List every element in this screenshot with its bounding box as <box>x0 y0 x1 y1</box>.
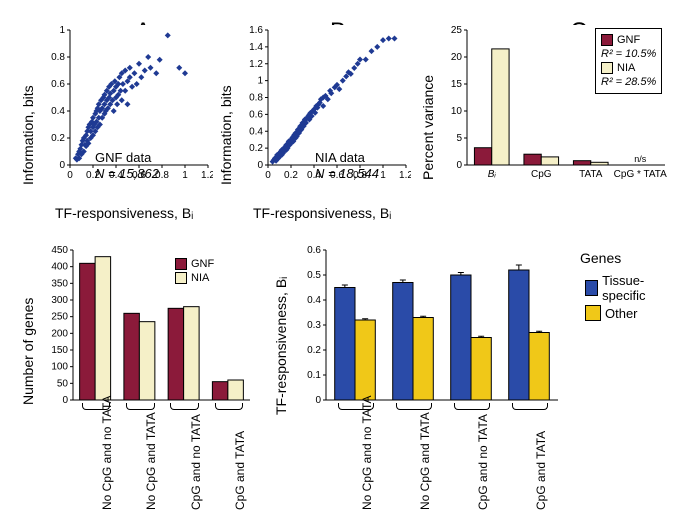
svg-text:200: 200 <box>51 328 68 339</box>
legend-gnf: GNF <box>617 34 640 46</box>
svg-text:0: 0 <box>265 170 271 181</box>
svg-text:350: 350 <box>51 278 68 289</box>
svg-text:0: 0 <box>59 160 65 171</box>
svg-text:0.3: 0.3 <box>307 320 321 331</box>
category-label: No CpG and TATA <box>418 412 432 510</box>
panel-d-ylabel: Number of genes <box>20 298 36 405</box>
legend-swatch-nia <box>601 62 613 74</box>
svg-text:1: 1 <box>59 25 65 36</box>
panel-e-bars: 0 0.1 0.2 0.3 0.4 0.5 0.6 <box>298 245 563 405</box>
legend-e-swatch-other <box>585 305 601 321</box>
svg-text:0: 0 <box>62 395 68 405</box>
svg-text:20: 20 <box>451 52 463 63</box>
panel-e-ylabel: TF-responsiveness, Bᵢ <box>273 277 289 415</box>
svg-text:0.2: 0.2 <box>307 345 321 356</box>
svg-text:250: 250 <box>51 312 68 323</box>
svg-text:100: 100 <box>51 362 68 373</box>
panel-b-title2: N = 18,544 <box>315 166 379 181</box>
svg-text:0.4: 0.4 <box>51 106 65 117</box>
svg-text:10: 10 <box>451 106 463 117</box>
category-label: No CpG and TATA <box>144 412 158 510</box>
legend-r2-nia: R² = 28.5% <box>601 76 656 88</box>
legend-d-swatch-gnf <box>175 258 187 270</box>
panel-a-ylabel: Information, bits <box>20 85 36 185</box>
svg-text:0.6: 0.6 <box>51 79 65 90</box>
svg-text:TATA: TATA <box>579 169 603 180</box>
svg-text:0.2: 0.2 <box>284 170 298 181</box>
svg-text:0.4: 0.4 <box>307 295 321 306</box>
legend-d-swatch-nia <box>175 272 187 284</box>
panel-b-ylabel: Information, bits <box>218 85 234 185</box>
panel-a-xlabel: TF-responsiveness, Bᵢ <box>55 205 193 221</box>
svg-text:1: 1 <box>182 170 188 181</box>
svg-text:1.2: 1.2 <box>399 170 411 181</box>
panel-e-legend-title: Genes <box>580 250 621 266</box>
svg-text:0: 0 <box>67 170 73 181</box>
svg-text:1.4: 1.4 <box>249 42 263 53</box>
category-label: No CpG and no TATA <box>360 396 374 511</box>
legend-d-nia: NIA <box>191 272 209 284</box>
svg-text:150: 150 <box>51 345 68 356</box>
panel-c-legend: GNF R² = 10.5% NIA R² = 28.5% <box>595 28 662 94</box>
legend-d-gnf: GNF <box>191 258 214 270</box>
category-label: CpG and TATA <box>233 431 247 510</box>
svg-text:1.2: 1.2 <box>201 170 213 181</box>
legend-e-other: Other <box>605 306 638 321</box>
category-label: CpG and no TATA <box>476 414 490 510</box>
svg-text:0: 0 <box>257 160 263 171</box>
svg-text:400: 400 <box>51 262 68 273</box>
svg-text:CpG * TATA: CpG * TATA <box>614 169 667 180</box>
svg-text:0.8: 0.8 <box>249 93 263 104</box>
brace-icon <box>396 403 433 410</box>
svg-text:0.8: 0.8 <box>51 52 65 63</box>
svg-text:300: 300 <box>51 295 68 306</box>
category-label: CpG and TATA <box>534 431 548 510</box>
svg-text:CpG: CpG <box>531 169 552 180</box>
panel-a-title1: GNF data <box>95 150 151 165</box>
svg-text:0.2: 0.2 <box>249 143 263 154</box>
svg-text:1: 1 <box>257 76 263 87</box>
category-label: CpG and no TATA <box>189 414 203 510</box>
brace-icon <box>82 403 111 410</box>
panel-e-legend: Tissue-specific Other <box>580 268 675 326</box>
legend-e-swatch-ts <box>585 280 598 296</box>
legend-r2-gnf: R² = 10.5% <box>601 48 656 60</box>
legend-nia: NIA <box>617 62 635 74</box>
category-label: No CpG and no TATA <box>100 396 114 511</box>
figure-root: A Information, bits 00.20.40.60.811.200.… <box>10 10 675 512</box>
svg-text:1: 1 <box>380 170 386 181</box>
svg-text:1.2: 1.2 <box>249 59 263 70</box>
svg-text:1.6: 1.6 <box>249 25 263 36</box>
svg-text:n/s: n/s <box>634 154 647 164</box>
svg-text:0: 0 <box>456 160 462 171</box>
brace-icon <box>215 403 244 410</box>
panel-d-bars: 0 50 100 150 200 250 300 350 400 450 <box>45 245 255 405</box>
panel-a-title2: N = 15,862 <box>95 166 159 181</box>
svg-text:Bᵢ: Bᵢ <box>488 169 497 180</box>
svg-text:0.1: 0.1 <box>307 370 321 381</box>
brace-icon <box>126 403 155 410</box>
panel-c-ylabel: Percent variance <box>420 75 436 180</box>
svg-text:25: 25 <box>451 25 463 36</box>
svg-text:15: 15 <box>451 79 463 90</box>
svg-text:0.5: 0.5 <box>307 270 321 281</box>
svg-text:0.6: 0.6 <box>249 109 263 120</box>
panel-d-legend: GNF NIA <box>170 253 219 289</box>
panel-b-title1: NIA data <box>315 150 365 165</box>
svg-text:0: 0 <box>315 395 321 405</box>
legend-e-ts: Tissue-specific <box>602 273 670 303</box>
svg-text:0.2: 0.2 <box>51 133 65 144</box>
brace-icon <box>454 403 491 410</box>
legend-swatch-gnf <box>601 34 613 46</box>
brace-icon <box>512 403 549 410</box>
svg-text:0.4: 0.4 <box>249 126 263 137</box>
brace-icon <box>338 403 375 410</box>
brace-icon <box>170 403 199 410</box>
svg-text:450: 450 <box>51 245 68 256</box>
svg-text:5: 5 <box>456 133 462 144</box>
svg-text:0.6: 0.6 <box>307 245 321 256</box>
panel-b-xlabel: TF-responsiveness, Bᵢ <box>253 205 391 221</box>
svg-text:50: 50 <box>57 378 69 389</box>
